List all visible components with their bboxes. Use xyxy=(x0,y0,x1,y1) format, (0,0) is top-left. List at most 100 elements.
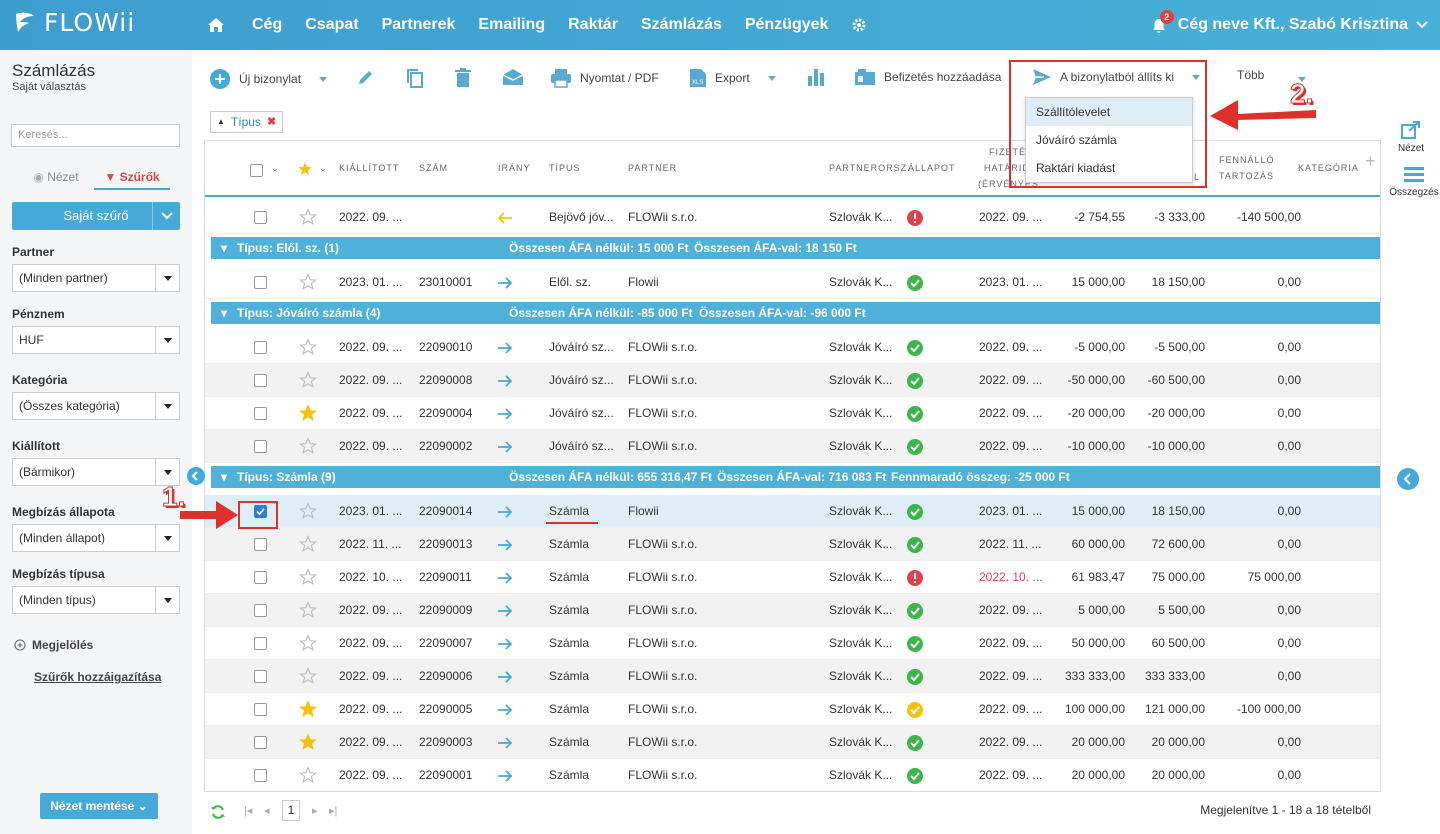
col-direction[interactable]: Irány xyxy=(498,163,531,173)
row-checkbox[interactable] xyxy=(254,769,267,782)
table-row[interactable]: 2022. 09. ... 22090005 Számla FLOWii s.r.o.… xyxy=(205,693,1380,726)
table-row[interactable]: 2022. 09. ... 22090006 Számla FLOWii s.r.o.… xyxy=(205,660,1380,693)
dropdown-item-credit-note[interactable]: Jóváíró számla xyxy=(1036,133,1117,147)
export-button[interactable]: XLS Export xyxy=(689,68,776,88)
star-outline-icon[interactable] xyxy=(299,371,317,389)
table-row[interactable]: 2022. 09. ... 22090004 Jóváíró sz... FLOWii… xyxy=(205,397,1380,430)
star-outline-icon[interactable] xyxy=(299,208,317,226)
group-header[interactable]: ▾ Típus: Jóváíró számla (4) Összesen ÁFA n… xyxy=(211,302,1380,324)
dropdown-arrow-icon[interactable] xyxy=(155,459,179,485)
star-outline-icon[interactable] xyxy=(299,535,317,553)
table-row[interactable]: 2022. 09. ... 22090001 Számla FLOWii s.r.o.… xyxy=(205,759,1380,791)
search-input[interactable]: Keresés... xyxy=(11,124,180,147)
own-filter-button[interactable]: Saját szűrő xyxy=(12,202,180,230)
issued-select[interactable]: (Bármikor) xyxy=(12,458,180,486)
nav-emailing[interactable]: Emailing xyxy=(478,16,546,33)
star-outline-icon[interactable] xyxy=(299,273,317,291)
col-issued[interactable]: Kiállított xyxy=(339,163,400,173)
category-select[interactable]: (Összes kategória) xyxy=(12,392,180,420)
row-checkbox[interactable] xyxy=(254,505,267,518)
nav-raktar[interactable]: Raktár xyxy=(568,16,618,33)
summary-panel-button[interactable]: Összegzés xyxy=(1388,166,1440,198)
refresh-icon[interactable] xyxy=(210,804,226,820)
row-checkbox[interactable] xyxy=(254,440,267,453)
star-outline-icon[interactable] xyxy=(299,634,317,652)
dropdown-item-warehouse-issue[interactable]: Raktári kiadást xyxy=(1036,161,1116,175)
collapse-triangle-icon[interactable]: ▾ xyxy=(221,306,228,320)
home-icon[interactable] xyxy=(207,17,225,33)
table-row[interactable]: 2022. 11. ... 22090013 Számla FLOWii s.r.o.… xyxy=(205,528,1380,561)
collapse-right-button[interactable] xyxy=(1397,468,1419,490)
chevron-down-icon[interactable]: ⌄ xyxy=(271,163,279,173)
star-filled-icon[interactable] xyxy=(299,700,317,718)
table-row[interactable]: 2022. 09. ... 22090002 Jóváíró sz... FLOWii… xyxy=(205,430,1380,463)
new-document-button[interactable]: Új bizonylat xyxy=(209,68,328,90)
group-header[interactable]: ▾ Típus: Számla (9) Összesen ÁFA nélkül: 6… xyxy=(211,466,1380,488)
col-remaining-line2[interactable]: tartozás xyxy=(1219,171,1275,181)
dropdown-arrow-icon[interactable] xyxy=(155,265,179,291)
chevron-down-icon[interactable]: ⌄ xyxy=(319,163,327,173)
star-outline-icon[interactable] xyxy=(299,502,317,520)
view-panel-button[interactable]: Nézet xyxy=(1388,120,1434,154)
table-row[interactable]: 2022. 09. ... 22090010 Jóváíró sz... FLOWii… xyxy=(205,331,1380,364)
remove-filter-icon[interactable]: ✖ xyxy=(266,116,277,128)
table-row[interactable]: 2023. 01. ... 22090014 Számla Flowii Szlovák… xyxy=(205,495,1380,528)
nav-penzugyek[interactable]: Pénzügyek xyxy=(744,16,829,33)
row-checkbox[interactable] xyxy=(254,211,267,224)
star-outline-icon[interactable] xyxy=(299,338,317,356)
star-outline-icon[interactable] xyxy=(299,437,317,455)
tab-filters[interactable]: ▼ Szűrők xyxy=(94,166,170,190)
star-outline-icon[interactable] xyxy=(299,601,317,619)
row-checkbox[interactable] xyxy=(254,736,267,749)
row-checkbox[interactable] xyxy=(254,670,267,683)
first-page-icon[interactable]: |◂ xyxy=(244,805,253,817)
col-number[interactable]: Szám xyxy=(419,163,449,173)
last-page-icon[interactable]: ▸| xyxy=(329,805,338,817)
col-type[interactable]: Típus xyxy=(549,163,581,173)
chevron-down-icon[interactable] xyxy=(1416,21,1428,29)
settings-gear-icon[interactable] xyxy=(851,17,867,33)
email-envelope-icon[interactable] xyxy=(502,68,524,86)
row-checkbox[interactable] xyxy=(254,637,267,650)
col-due-line2[interactable]: határid xyxy=(984,163,1030,173)
tab-view[interactable]: ◉ Nézet xyxy=(18,166,94,190)
star-filled-icon[interactable] xyxy=(299,733,317,751)
table-row[interactable]: 2022. 09. ... Bejövő jóv... FLOWii s.r.o. S… xyxy=(205,201,1380,234)
flowii-logo[interactable]: FLOWii xyxy=(12,8,135,37)
dropdown-arrow-icon[interactable] xyxy=(155,327,179,353)
assign-filters-link[interactable]: Szűrők hozzáigazítása xyxy=(34,670,162,684)
select-all-checkbox[interactable] xyxy=(250,164,263,177)
dropdown-arrow-icon[interactable] xyxy=(155,525,179,551)
row-checkbox[interactable] xyxy=(254,538,267,551)
nav-szamlazas[interactable]: Számlázás xyxy=(640,16,722,33)
col-category[interactable]: Kategória xyxy=(1298,163,1359,173)
chevron-down-icon[interactable] xyxy=(152,202,180,230)
dropdown-arrow-icon[interactable] xyxy=(155,393,179,419)
table-row[interactable]: 2023. 01. ... 23010001 Elől. sz. Flowii Szlo… xyxy=(205,266,1380,299)
order-type-select[interactable]: (Minden típus) xyxy=(12,586,180,614)
col-partner-country[interactable]: Partnerorsz. xyxy=(829,163,911,173)
dropdown-arrow-icon[interactable] xyxy=(155,587,179,613)
table-row[interactable]: 2022. 09. ... 22090007 Számla FLOWii s.r.o.… xyxy=(205,627,1380,660)
col-gross-tail[interactable]: l xyxy=(1194,172,1201,182)
add-column-plus-icon[interactable]: + xyxy=(1365,151,1376,171)
collapse-triangle-icon[interactable]: ▾ xyxy=(221,241,228,255)
table-row[interactable]: 2022. 09. ... 22090009 Számla FLOWii s.r.o.… xyxy=(205,594,1380,627)
statistics-chart-icon[interactable] xyxy=(807,68,825,86)
row-checkbox[interactable] xyxy=(254,604,267,617)
table-row[interactable]: 2022. 09. ... 22090008 Jóváíró sz... FLOWii… xyxy=(205,364,1380,397)
nav-ceg[interactable]: Cég xyxy=(252,16,283,33)
star-outline-icon[interactable] xyxy=(299,667,317,685)
dropdown-item-delivery-note[interactable]: Szállítólevelet xyxy=(1026,98,1192,126)
next-page-icon[interactable]: ▸ xyxy=(312,805,318,817)
currency-select[interactable]: HUF xyxy=(12,326,180,354)
row-checkbox[interactable] xyxy=(254,374,267,387)
star-filled-icon[interactable] xyxy=(299,404,317,422)
row-checkbox[interactable] xyxy=(254,276,267,289)
edit-pencil-icon[interactable] xyxy=(357,68,375,86)
star-filter-icon[interactable] xyxy=(297,161,313,177)
type-filter-chip[interactable]: ▲ Típus ✖ xyxy=(210,111,284,133)
issue-from-document-button[interactable]: A bizonylatból állíts ki xyxy=(1032,68,1201,86)
row-checkbox[interactable] xyxy=(254,571,267,584)
collapse-triangle-icon[interactable]: ▾ xyxy=(221,470,228,484)
